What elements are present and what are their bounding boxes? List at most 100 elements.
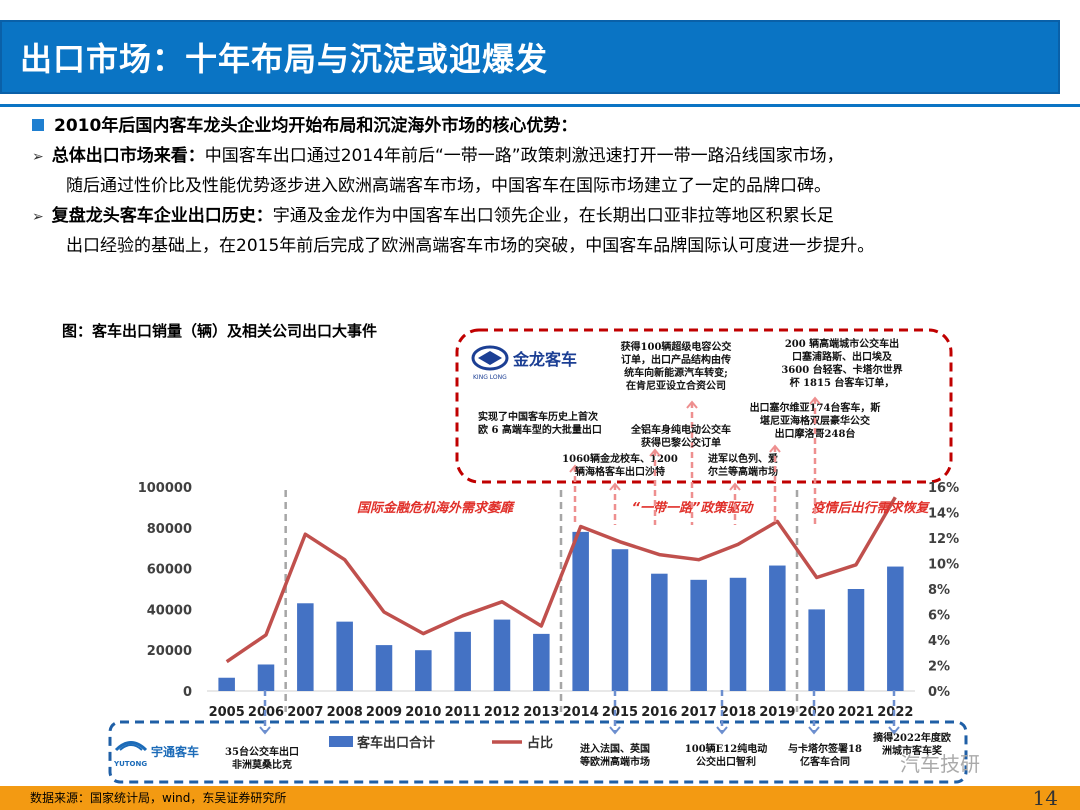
arrow-up-icon xyxy=(769,444,781,453)
x-tick-label: 2013 xyxy=(523,705,559,720)
arrow-bullet-icon: ➢ xyxy=(32,209,44,225)
x-tick-label: 2009 xyxy=(366,705,402,720)
bottom-event-text: 35台公交车出口 xyxy=(225,745,299,758)
arrow-up-icon xyxy=(649,448,661,457)
watermark: 汽车技研 xyxy=(900,752,980,776)
intro-heading-row: 2010年后国内客车龙头企业均开始布局和沉淀海外市场的核心优势： xyxy=(32,112,577,140)
bottom-event-text: 洲城市客车奖 xyxy=(882,744,943,757)
bullet-1-bold: 总体出口市场来看： xyxy=(51,146,205,166)
x-tick-label: 2022 xyxy=(877,705,913,720)
y-left-tick: 60000 xyxy=(147,563,192,578)
bullet-1-line1: 中国客车出口通过2014年前后“一带一路”政策刺激迅速打开一带一路沿线国家市场， xyxy=(204,146,844,166)
bar xyxy=(493,619,511,691)
bottom-event-text: 与卡塔尔签署18 xyxy=(788,742,862,755)
bar xyxy=(611,549,629,691)
bar xyxy=(415,650,432,691)
title-bar: 出口市场：十年布局与沉淀或迎爆发 xyxy=(0,20,1060,94)
y-left-tick: 100000 xyxy=(138,481,192,496)
top-event-text: 获得100辆超级电容公交 xyxy=(620,340,732,353)
top-event-text: 出口塞尔维亚174台客车，斯 xyxy=(750,401,881,414)
bar xyxy=(375,645,393,691)
arrow-down-icon xyxy=(888,726,900,735)
bar xyxy=(808,609,825,691)
y-right-tick: 2% xyxy=(928,660,950,675)
x-tick-label: 2012 xyxy=(484,705,520,720)
page-number: 14 xyxy=(1032,786,1058,810)
bar xyxy=(533,633,550,691)
y-right-tick: 10% xyxy=(928,558,959,573)
plot-area: 0 20000 40000 60000 80000 100000 0% 2% 4% 6% 8% 10%… xyxy=(138,337,959,771)
bar xyxy=(887,566,904,691)
bar xyxy=(651,573,668,691)
yutong-brand: 宇通客车 xyxy=(151,744,199,759)
arrow-down-icon xyxy=(716,726,728,735)
top-event-text: 欧 6 高端车型的大批量出口 xyxy=(478,423,602,436)
legend-bar-swatch xyxy=(329,736,353,747)
y-left-tick: 20000 xyxy=(147,644,192,659)
bar xyxy=(690,579,707,691)
x-tick-label: 2014 xyxy=(563,705,599,720)
bottom-event-text: 非洲莫桑比克 xyxy=(232,758,292,771)
y-right-tick: 8% xyxy=(928,583,950,598)
bar xyxy=(572,531,589,691)
y-left-tick: 80000 xyxy=(147,522,192,537)
arrow-down-icon xyxy=(609,726,621,735)
top-event-text: 1060辆金龙校车、1200 xyxy=(562,452,678,465)
top-event-text: 进军以色列、爱 xyxy=(708,452,778,465)
bottom-event-text: 100辆E12纯电动 xyxy=(685,742,767,755)
top-event-text: 尔兰等高端市场 xyxy=(707,465,778,478)
x-tick-label: 2020 xyxy=(799,705,835,720)
king-long-sub: KING LONG xyxy=(473,374,507,381)
x-tick-label: 2021 xyxy=(838,705,874,720)
top-event-text: 全铝车身纯电动公交车 xyxy=(630,423,731,436)
bottom-event-text: 摘得2022年度欧 xyxy=(873,731,951,744)
arrow-up-icon xyxy=(569,464,581,473)
king-long-brand: 金龙客车 xyxy=(512,350,577,369)
yutong-logo: 宇通客车 YUTONG xyxy=(113,741,199,768)
x-tick-label: 2019 xyxy=(759,705,795,720)
bar xyxy=(218,677,235,691)
bottom-event-text: 等欧洲高端市场 xyxy=(580,755,650,768)
legend-line-label: 占比 xyxy=(527,735,553,751)
bullet-1-line2: 随后通过性价比及性能优势逐步进入欧洲高端客车市场，中国客车在国际市场建立了一定的… xyxy=(66,176,831,196)
king-long-logo: 金龙客车 KING LONG xyxy=(471,345,577,381)
y-right-tick: 12% xyxy=(928,532,959,547)
x-tick-label: 2015 xyxy=(602,705,638,720)
x-tick-label: 2007 xyxy=(287,705,323,720)
page-title: 出口市场：十年布局与沉淀或迎爆发 xyxy=(20,40,549,78)
bar xyxy=(336,621,353,691)
share-line xyxy=(225,496,897,664)
legend-bar-label: 客车出口合计 xyxy=(357,735,435,751)
x-tick-label: 2005 xyxy=(209,705,245,720)
bullet-2-row: ➢ 复盘龙头客车企业出口历史：宇通及金龙作为中国客车出口领先企业，在长期出口亚非拉… xyxy=(32,202,834,231)
top-event-text: 订单，出口产品结构由传 xyxy=(621,353,731,366)
y-right-tick: 16% xyxy=(928,481,959,496)
y-left-tick: 40000 xyxy=(147,603,192,618)
x-tick-label: 2017 xyxy=(681,705,717,720)
phase-label: 疫情后出行需求恢复 xyxy=(811,500,930,516)
bar xyxy=(729,577,747,691)
intro-heading: 2010年后国内客车龙头企业均开始布局和沉淀海外市场的核心优势： xyxy=(54,116,578,136)
bullet-2-line1: 宇通及金龙作为中国客车出口领先企业，在长期出口亚非拉等地区积累长足 xyxy=(272,206,834,226)
y-left-tick: 0 xyxy=(183,685,192,700)
x-tick-label: 2008 xyxy=(327,705,363,720)
arrow-up-icon xyxy=(686,400,698,409)
arrow-bullet-icon: ➢ xyxy=(32,149,44,165)
bar xyxy=(847,589,865,691)
yutong-sub: YUTONG xyxy=(113,760,147,768)
bottom-events-box xyxy=(108,720,968,784)
figure-title: 图：客车出口销量（辆）及相关公司出口大事件 xyxy=(62,322,378,340)
bullet-1-row: ➢ 总体出口市场来看：中国客车出口通过2014年前后“一带一路”政策刺激迅速打开一… xyxy=(32,142,844,171)
data-source: 数据来源：国家统计局，wind，东吴证券研究所 xyxy=(30,791,287,805)
top-event-text: 杯 1815 台客车订单， xyxy=(790,376,895,389)
bottom-event-text: 亿客车合同 xyxy=(800,755,850,768)
arrow-up-icon xyxy=(729,482,741,491)
top-event-text: 统车向新能源汽车转变; xyxy=(624,366,728,379)
phase-label: 国际金融危机海外需求萎靡 xyxy=(357,500,516,516)
bottom-event-text: 进入法国、英国 xyxy=(580,742,650,755)
top-event-text: 200 辆高端城市公交车出 xyxy=(785,337,899,350)
top-event-text: 实现了中国客车历史上首次 xyxy=(478,410,598,423)
title-rule xyxy=(0,104,1080,107)
bar xyxy=(257,664,275,691)
arrow-up-icon xyxy=(809,396,821,405)
